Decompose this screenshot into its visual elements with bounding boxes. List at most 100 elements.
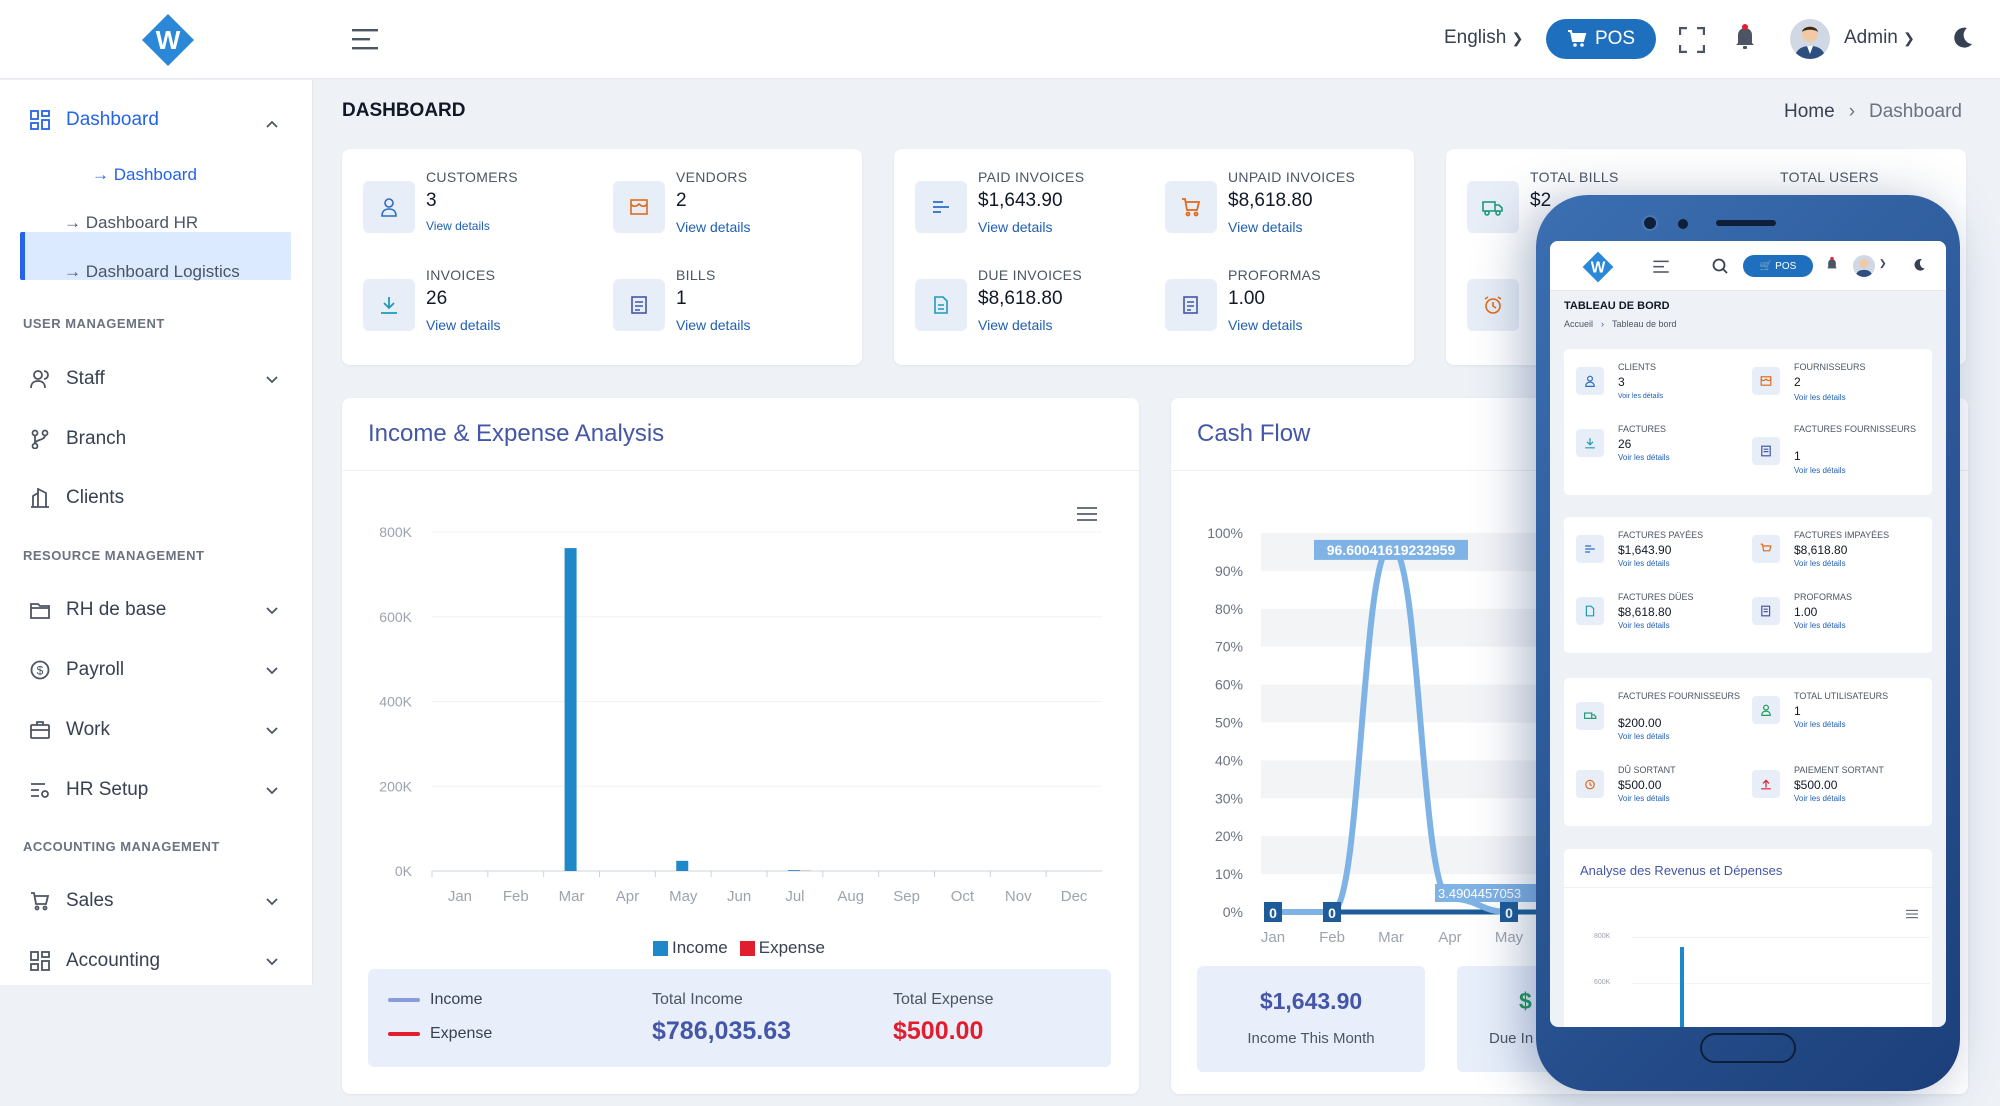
view-details-link[interactable]: View details [978, 317, 1053, 333]
phone-avatar[interactable] [1853, 255, 1875, 277]
bar-income [564, 548, 577, 871]
panel-title: Cash Flow [1197, 420, 1311, 447]
view-details-link[interactable]: Voir les détails [1794, 559, 1846, 568]
breadcrumb-home[interactable]: Accueil [1564, 319, 1594, 329]
sidebar-item-sales[interactable]: Sales [30, 890, 114, 912]
view-details-link[interactable]: Voir les détails [1618, 621, 1670, 630]
phone-income-bar[interactable] [1680, 947, 1684, 1027]
phone-chart-card: Analyse des Revenus et Dépenses 800K 600… [1564, 849, 1932, 1027]
view-details-link[interactable]: Voir les détails [1618, 393, 1664, 400]
phone-mockup: W 🛒 POS ❯ TABLEAU DE BORD Accueil › Tableau… [1536, 195, 1960, 1091]
x-tick-label: Jun [727, 888, 751, 905]
bar-income [676, 860, 689, 871]
stat-due-invoices: DUE INVOICES $8,618.80 View details [915, 267, 1145, 347]
phone-dark-mode-icon[interactable] [1912, 258, 1926, 272]
view-details-link[interactable]: View details [676, 317, 751, 333]
sidebar-item-clients[interactable]: Clients [30, 487, 124, 509]
view-details-link[interactable]: Voir les détails [1794, 720, 1846, 729]
y-tick-label: 800K [379, 524, 412, 540]
sidebar-item-hr-setup[interactable]: HR Setup [30, 779, 148, 801]
phone-pos-button[interactable]: 🛒 POS [1743, 255, 1813, 277]
stat-label: CUSTOMERS [426, 169, 518, 185]
y-tick-label: 400K [379, 694, 412, 710]
sidebar-sub-dashboard[interactable]: → Dashboard [92, 165, 197, 184]
chevron-down-icon[interactable] [266, 607, 278, 615]
view-details-link[interactable]: Voir les détails [1794, 466, 1846, 475]
x-tick-label: Feb [503, 888, 529, 905]
svg-text:W: W [156, 25, 181, 55]
view-details-link[interactable]: View details [978, 219, 1053, 235]
total-expense-label: Total Expense [893, 991, 994, 1008]
view-details-link[interactable]: Voir les détails [1618, 732, 1670, 741]
gridline [1632, 937, 1930, 938]
income-month-value: $1,643.90 [1259, 988, 1363, 1014]
view-details-link[interactable]: Voir les détails [1794, 393, 1846, 402]
income-expense-panel: Income & Expense Analysis 0K 200K 400K 600K… [342, 398, 1139, 1094]
view-details-link[interactable]: View details [426, 317, 501, 333]
chevron-down-icon[interactable] [266, 958, 278, 966]
stat-label: FOURNISSEURS [1794, 362, 1866, 372]
user-avatar[interactable] [1790, 19, 1830, 59]
sidebar-item-rh[interactable]: RH de base [30, 599, 166, 621]
phone-card-contacts: CLIENTS 3 Voir les détails FOURNISSEURS 2 Vo… [1564, 349, 1932, 495]
dark-mode-icon[interactable] [1950, 26, 1974, 50]
view-details-link[interactable]: Voir les détails [1618, 453, 1670, 462]
view-details-link[interactable]: Voir les détails [1794, 621, 1846, 630]
fullscreen-icon[interactable] [1679, 27, 1705, 53]
stat-due-outgoing [1467, 267, 1697, 347]
view-details-link[interactable]: View details [1228, 219, 1303, 235]
stat-invoices: INVOICES 26 View details [363, 267, 593, 347]
phone-bell-icon[interactable] [1826, 256, 1838, 272]
document-icon [1576, 597, 1604, 625]
sidebar-item-dashboard[interactable]: Dashboard [30, 109, 159, 131]
chevron-down-icon[interactable] [266, 667, 278, 675]
phone-search-icon[interactable] [1712, 258, 1728, 274]
sidebar-item-payroll[interactable]: $ Payroll [30, 659, 124, 681]
phone-chart-menu-icon[interactable] [1906, 909, 1918, 919]
sidebar-sub-dashboard-hr[interactable]: → Dashboard HR [64, 213, 199, 232]
cart-icon [31, 892, 50, 911]
phone-app-logo[interactable]: W [1582, 251, 1614, 283]
user-menu[interactable]: Admin ❯ [1844, 27, 1915, 49]
truck-icon [1467, 181, 1519, 233]
chevron-down-icon[interactable] [266, 787, 278, 795]
phone-menu-icon[interactable] [1653, 260, 1669, 273]
view-details-link[interactable]: Voir les détails [1794, 794, 1846, 803]
view-details-link[interactable]: View details [1228, 317, 1303, 333]
phone-stat-du-sortant: DÛ SORTANT $500.00 Voir les détails [1576, 764, 1746, 822]
chevron-down-icon[interactable] [266, 376, 278, 384]
stat-value: 26 [426, 288, 448, 309]
chevron-down-icon[interactable] [266, 898, 278, 906]
stat-label: FACTURES [1618, 424, 1667, 434]
stat-value: 1 [1794, 449, 1801, 463]
pos-button[interactable]: POS [1546, 19, 1656, 59]
sidebar-sub-dashboard-logistics[interactable]: → Dashboard Logistics [64, 262, 240, 281]
view-details-link[interactable]: View details [676, 219, 751, 235]
view-details-link[interactable]: Voir les détails [1618, 794, 1670, 803]
chart-menu-icon[interactable] [1077, 506, 1097, 522]
home-button[interactable] [1700, 1033, 1796, 1063]
front-camera-icon [1642, 215, 1658, 231]
notification-bell-icon[interactable] [1734, 24, 1756, 50]
sidebar-item-accounting[interactable]: Accounting [30, 950, 160, 972]
breadcrumb-home[interactable]: Home [1784, 101, 1835, 122]
briefcase-icon [30, 721, 50, 739]
section-resource-management: RESOURCE MANAGEMENT [23, 548, 205, 563]
sidebar-item-staff[interactable]: Staff [30, 368, 105, 390]
chevron-up-icon[interactable] [266, 120, 278, 128]
y-tick-label: 0% [1223, 904, 1243, 920]
legend-item-expense[interactable]: Expense [739, 938, 825, 958]
chevron-down-icon[interactable]: ❯ [1879, 258, 1887, 268]
menu-toggle-icon[interactable] [352, 28, 378, 50]
view-details-link[interactable]: View details [426, 219, 490, 233]
breadcrumb: Home › Dashboard [1784, 101, 1962, 123]
app-logo[interactable]: W [141, 13, 195, 67]
view-details-link[interactable]: Voir les détails [1618, 559, 1670, 568]
language-selector[interactable]: English ❯ [1444, 27, 1523, 49]
sidebar-item-branch[interactable]: Branch [30, 428, 126, 450]
legend-label: Income [672, 938, 728, 957]
sidebar-item-label: RH de base [66, 599, 167, 620]
chevron-down-icon[interactable] [266, 727, 278, 735]
sidebar-item-work[interactable]: Work [30, 719, 110, 741]
legend-item-income[interactable]: Income [653, 938, 728, 958]
